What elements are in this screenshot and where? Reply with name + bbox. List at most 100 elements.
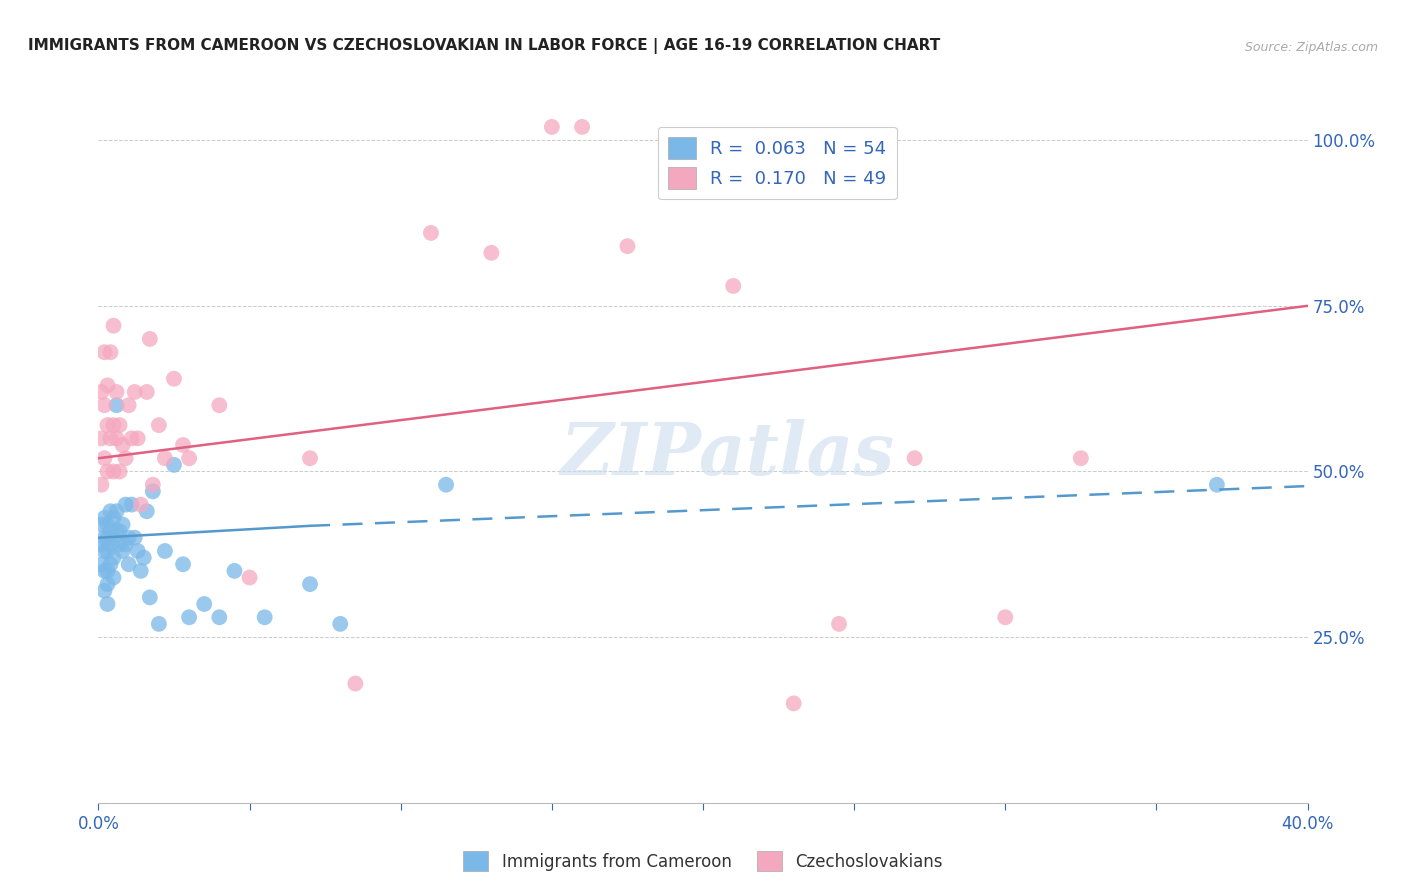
- Point: [224, 564, 246, 578]
- Point: [103, 318, 125, 333]
- Point: [118, 398, 141, 412]
- Point: [723, 279, 745, 293]
- Point: [121, 431, 143, 445]
- Point: [93, 564, 115, 578]
- Point: [828, 616, 851, 631]
- Point: [96, 544, 118, 558]
- Point: [132, 550, 155, 565]
- Point: [148, 418, 170, 433]
- Point: [434, 477, 457, 491]
- Point: [108, 524, 131, 538]
- Point: [142, 477, 165, 491]
- Point: [783, 697, 806, 711]
- Point: [93, 531, 115, 545]
- Text: IMMIGRANTS FROM CAMEROON VS CZECHOSLOVAKIAN IN LABOR FORCE | AGE 16-19 CORRELATI: IMMIGRANTS FROM CAMEROON VS CZECHOSLOVAK…: [28, 37, 941, 54]
- Point: [105, 431, 128, 445]
- Point: [100, 345, 122, 359]
- Point: [153, 451, 176, 466]
- Point: [100, 431, 122, 445]
- Point: [124, 531, 146, 545]
- Point: [108, 537, 131, 551]
- Point: [129, 564, 152, 578]
- Point: [103, 531, 125, 545]
- Point: [108, 418, 131, 433]
- Point: [344, 676, 367, 690]
- Point: [121, 498, 143, 512]
- Point: [135, 504, 157, 518]
- Point: [179, 451, 201, 466]
- Point: [105, 384, 128, 399]
- Point: [994, 610, 1017, 624]
- Point: [114, 498, 136, 512]
- Point: [100, 537, 122, 551]
- Point: [103, 511, 125, 525]
- Point: [90, 431, 112, 445]
- Point: [96, 597, 118, 611]
- Point: [163, 372, 186, 386]
- Point: [127, 544, 149, 558]
- Point: [100, 524, 122, 538]
- Point: [904, 451, 927, 466]
- Point: [153, 544, 176, 558]
- Point: [93, 451, 115, 466]
- Point: [93, 544, 115, 558]
- Point: [111, 438, 134, 452]
- Point: [253, 610, 276, 624]
- Point: [90, 384, 112, 399]
- Point: [420, 226, 443, 240]
- Point: [172, 438, 194, 452]
- Point: [93, 583, 115, 598]
- Point: [208, 398, 231, 412]
- Point: [103, 465, 125, 479]
- Point: [96, 531, 118, 545]
- Point: [90, 537, 112, 551]
- Point: [193, 597, 215, 611]
- Point: [148, 616, 170, 631]
- Point: [103, 570, 125, 584]
- Point: [111, 517, 134, 532]
- Point: [96, 378, 118, 392]
- Point: [90, 477, 112, 491]
- Point: [299, 451, 322, 466]
- Point: [481, 245, 503, 260]
- Point: [124, 384, 146, 399]
- Point: [96, 577, 118, 591]
- Point: [299, 577, 322, 591]
- Point: [93, 398, 115, 412]
- Point: [103, 550, 125, 565]
- Point: [93, 511, 115, 525]
- Point: [163, 458, 186, 472]
- Point: [96, 564, 118, 578]
- Point: [129, 498, 152, 512]
- Point: [96, 517, 118, 532]
- Point: [100, 504, 122, 518]
- Text: Source: ZipAtlas.com: Source: ZipAtlas.com: [1244, 40, 1378, 54]
- Point: [114, 537, 136, 551]
- Point: [96, 418, 118, 433]
- Point: [111, 544, 134, 558]
- Text: ZIPatlas: ZIPatlas: [560, 419, 894, 491]
- Point: [616, 239, 638, 253]
- Point: [90, 517, 112, 532]
- Point: [105, 524, 128, 538]
- Point: [139, 332, 162, 346]
- Point: [114, 451, 136, 466]
- Point: [105, 504, 128, 518]
- Point: [1206, 477, 1229, 491]
- Point: [179, 610, 201, 624]
- Point: [239, 570, 262, 584]
- Point: [661, 153, 683, 167]
- Point: [329, 616, 352, 631]
- Point: [90, 558, 112, 572]
- Point: [135, 384, 157, 399]
- Point: [172, 558, 194, 572]
- Point: [127, 431, 149, 445]
- Point: [208, 610, 231, 624]
- Legend: Immigrants from Cameroon, Czechoslovakians: Immigrants from Cameroon, Czechoslovakia…: [457, 845, 949, 878]
- Point: [142, 484, 165, 499]
- Point: [118, 558, 141, 572]
- Point: [100, 558, 122, 572]
- Point: [108, 465, 131, 479]
- Point: [1070, 451, 1092, 466]
- Point: [103, 418, 125, 433]
